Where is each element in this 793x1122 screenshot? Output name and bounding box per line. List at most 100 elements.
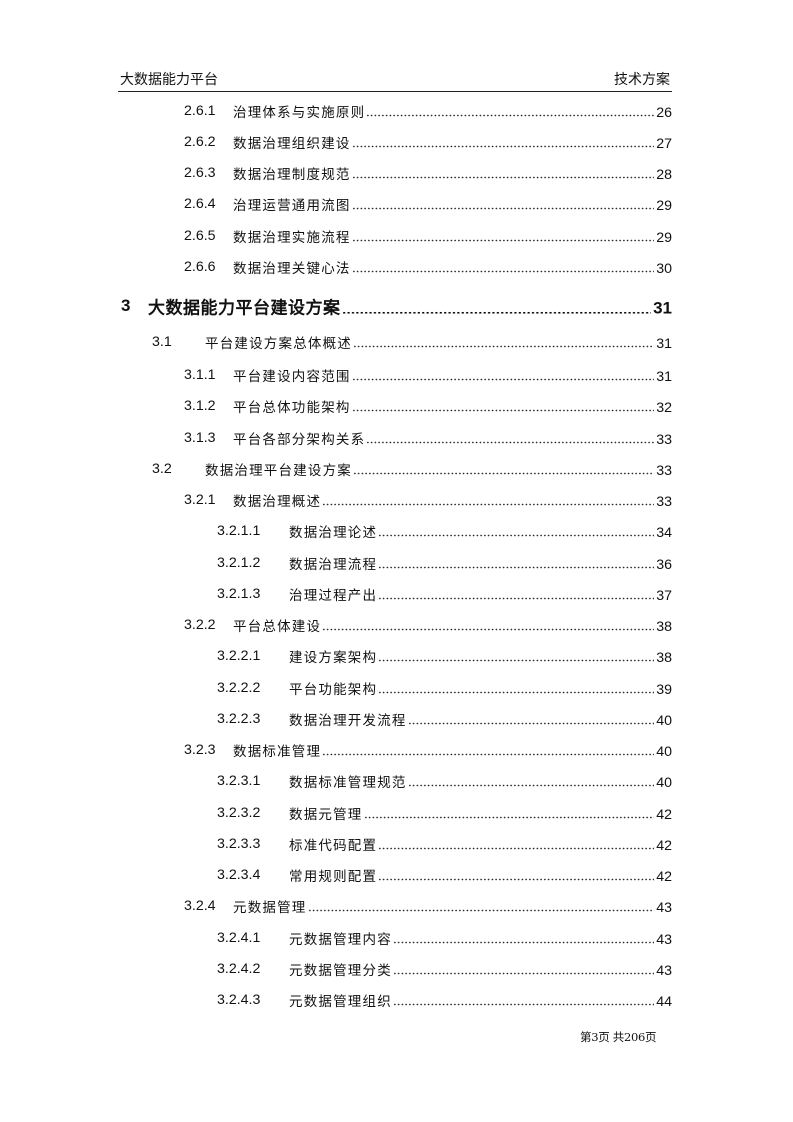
toc-entry-number: 3.2.3.3 <box>217 835 261 852</box>
toc-entry-link[interactable]: 数据治理制度规范 28 <box>233 163 672 183</box>
toc-entry-page: 38 <box>656 619 672 636</box>
toc-entry-number: 2.6.3 <box>184 165 216 182</box>
toc-entry-page: 42 <box>656 806 672 823</box>
toc-entry-title: 数据标准管理规范 <box>289 775 407 792</box>
toc-entry-page: 29 <box>656 229 672 246</box>
toc-entry[interactable]: 3.2.3.1 数据标准管理规范 40 <box>0 766 793 797</box>
toc-entry-link[interactable]: 数据治理实施流程 29 <box>233 226 672 246</box>
toc-entry-link[interactable]: 大数据能力平台建设方案 31 <box>148 293 672 318</box>
toc-entry-link[interactable]: 平台建设内容范围 31 <box>233 365 672 385</box>
toc-entry-page: 42 <box>656 837 672 854</box>
toc-entry[interactable]: 2.6.3 数据治理制度规范 28 <box>0 158 793 189</box>
toc-entry-link[interactable]: 治理体系与实施原则 26 <box>233 101 672 121</box>
toc-entry-number: 3.2.1.2 <box>217 554 261 571</box>
toc-entry-link[interactable]: 数据治理组织建设 27 <box>233 132 672 152</box>
toc-entry[interactable]: 3.1 平台建设方案总体概述 31 <box>0 324 793 360</box>
toc-entry-link[interactable]: 数据治理开发流程 40 <box>289 709 672 729</box>
toc-entry[interactable]: 3.2.3.2 数据元管理 42 <box>0 797 793 828</box>
toc-entry-link[interactable]: 数据治理流程 36 <box>289 553 672 573</box>
toc-entry-title: 元数据管理 <box>233 900 307 917</box>
toc-entry[interactable]: 3.1.3 平台各部分架构关系 33 <box>0 422 793 453</box>
toc-entry-link[interactable]: 建设方案架构 38 <box>289 646 672 666</box>
toc-entry-link[interactable]: 数据治理关键心法 30 <box>233 257 672 277</box>
toc-entry[interactable]: 3.2.4.1 元数据管理内容 43 <box>0 922 793 953</box>
toc-entry-title: 元数据管理内容 <box>289 931 392 948</box>
toc-entry[interactable]: 3.2.2.2 平台功能架构 39 <box>0 672 793 703</box>
toc-entry[interactable]: 2.6.5 数据治理实施流程 29 <box>0 220 793 251</box>
toc-entry[interactable]: 3 大数据能力平台建设方案 31 <box>0 288 793 324</box>
toc-entry[interactable]: 3.1.1 平台建设内容范围 31 <box>0 360 793 391</box>
toc-entry-link[interactable]: 数据治理概述 33 <box>233 490 672 510</box>
toc-entry-page: 31 <box>656 335 672 352</box>
toc-entry-number: 2.6.2 <box>184 133 216 150</box>
toc-entry-page: 31 <box>656 369 672 386</box>
toc-entry-link[interactable]: 治理运营通用流图 29 <box>233 194 672 214</box>
toc-entry-number: 3 <box>121 295 131 315</box>
toc-entry-title: 平台建设内容范围 <box>233 369 351 386</box>
toc-entry-page: 32 <box>656 400 672 417</box>
toc-entry-number: 2.6.6 <box>184 258 216 275</box>
toc-entry-link[interactable]: 数据元管理 42 <box>289 803 672 823</box>
toc-entry[interactable]: 3.2.4.2 元数据管理分类 43 <box>0 953 793 984</box>
toc-entry-link[interactable]: 平台总体建设 38 <box>233 615 672 635</box>
toc-entry-page: 44 <box>656 994 672 1011</box>
toc-entry-link[interactable]: 数据治理论述 34 <box>289 521 672 541</box>
toc-entry-link[interactable]: 元数据管理组织 44 <box>289 990 672 1010</box>
toc-entry-link[interactable]: 平台功能架构 39 <box>289 678 672 698</box>
toc-entry-title: 治理体系与实施原则 <box>233 104 366 121</box>
toc-entry-number: 3.2.3.2 <box>217 804 261 821</box>
toc-entry-link[interactable]: 元数据管理内容 43 <box>289 928 672 948</box>
toc-entry-title: 平台建设方案总体概述 <box>205 335 352 352</box>
dot-leader <box>378 527 655 538</box>
toc-entry-link[interactable]: 元数据管理 43 <box>233 896 672 916</box>
toc-entry[interactable]: 3.2 数据治理平台建设方案 33 <box>0 453 793 484</box>
dot-leader <box>407 714 655 725</box>
toc-entry-page: 29 <box>656 198 672 215</box>
toc-entry-link[interactable]: 常用规则配置 42 <box>289 865 672 885</box>
dot-leader <box>351 200 655 211</box>
dot-leader <box>378 871 655 882</box>
toc-entry[interactable]: 3.2.1.2 数据治理流程 36 <box>0 547 793 578</box>
toc-entry[interactable]: 3.2.2.3 数据治理开发流程 40 <box>0 703 793 734</box>
toc-entry-page: 33 <box>656 462 672 479</box>
toc-entry-number: 3.2.2.3 <box>217 710 261 727</box>
toc-entry-link[interactable]: 平台各部分架构关系 33 <box>233 428 672 448</box>
toc-entry-link[interactable]: 数据标准管理 40 <box>233 740 672 760</box>
toc-entry-link[interactable]: 数据治理平台建设方案 33 <box>205 459 672 479</box>
toc-entry-link[interactable]: 标准代码配置 42 <box>289 834 672 854</box>
toc-entry-page: 31 <box>653 298 672 317</box>
toc-entry[interactable]: 3.2.4 元数据管理 43 <box>0 891 793 922</box>
toc-entry[interactable]: 2.6.6 数据治理关键心法 30 <box>0 251 793 282</box>
toc-entry[interactable]: 3.2.1 数据治理概述 33 <box>0 485 793 516</box>
toc-entry-title: 元数据管理组织 <box>289 994 392 1011</box>
toc-entry-link[interactable]: 平台总体功能架构 32 <box>233 396 672 416</box>
toc-entry[interactable]: 2.6.4 治理运营通用流图 29 <box>0 189 793 220</box>
toc-entry[interactable]: 2.6.2 数据治理组织建设 27 <box>0 126 793 157</box>
dot-leader <box>322 496 655 507</box>
toc-entry[interactable]: 3.2.4.3 元数据管理组织 44 <box>0 985 793 1016</box>
toc-entry-number: 3.2.3.4 <box>217 867 261 884</box>
toc-entry-number: 3.2.1.3 <box>217 585 261 602</box>
toc-entry-number: 2.6.1 <box>184 102 216 119</box>
toc-entry[interactable]: 3.2.3 数据标准管理 40 <box>0 735 793 766</box>
toc-entry[interactable]: 3.2.2 平台总体建设 38 <box>0 610 793 641</box>
toc-entry[interactable]: 3.2.3.4 常用规则配置 42 <box>0 860 793 891</box>
toc-entry[interactable]: 3.1.2 平台总体功能架构 32 <box>0 391 793 422</box>
toc-entry-number: 3.2.4.1 <box>217 929 261 946</box>
toc-entry-number: 3.1.2 <box>184 398 216 415</box>
toc-entry-page: 43 <box>656 931 672 948</box>
toc-entry[interactable]: 2.6.1 治理体系与实施原则 26 <box>0 95 793 126</box>
toc-entry[interactable]: 3.2.1.3 治理过程产出 37 <box>0 578 793 609</box>
toc-entry[interactable]: 3.2.1.1 数据治理论述 34 <box>0 516 793 547</box>
toc-entry-link[interactable]: 治理过程产出 37 <box>289 584 672 604</box>
toc-entry-link[interactable]: 平台建设方案总体概述 31 <box>205 332 672 352</box>
toc-entry-number: 3.2.1.1 <box>217 523 261 540</box>
dot-leader <box>392 933 655 944</box>
toc-entry[interactable]: 3.2.3.3 标准代码配置 42 <box>0 828 793 859</box>
toc-entry-number: 3.2.2 <box>184 617 216 634</box>
table-of-contents: 2.6.1 治理体系与实施原则 26 2.6.2 数据治理组织建设 27 2.6.3 数据治理… <box>0 95 793 1016</box>
toc-entry[interactable]: 3.2.2.1 建设方案架构 38 <box>0 641 793 672</box>
toc-entry-link[interactable]: 元数据管理分类 43 <box>289 959 672 979</box>
toc-entry-number: 3.1.1 <box>184 367 216 384</box>
toc-entry-link[interactable]: 数据标准管理规范 40 <box>289 771 672 791</box>
